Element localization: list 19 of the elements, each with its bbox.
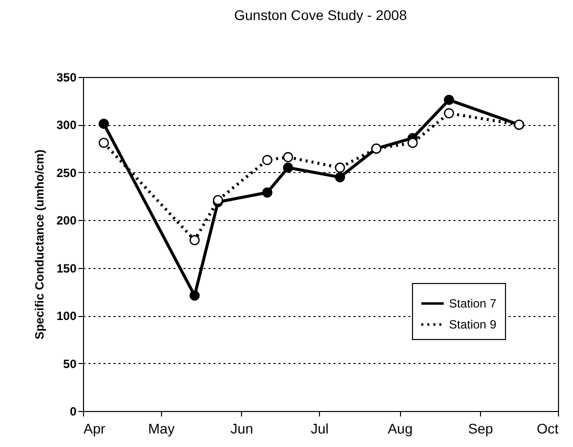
y-tick-label: 50 <box>63 356 77 371</box>
x-tick-label: Jun <box>230 420 254 436</box>
y-tick-label: 100 <box>56 309 77 324</box>
y-axis-title: Specific Conductance (umho/cm) <box>32 149 46 340</box>
y-tick-label: 200 <box>56 214 77 228</box>
x-tick-label: Oct <box>536 420 559 436</box>
y-tick-label: 0 <box>70 404 77 418</box>
y-tick-label: 250 <box>56 166 77 180</box>
x-tick-label: May <box>148 420 175 436</box>
legend-label: Station 7 <box>449 296 497 310</box>
x-tick-label: Apr <box>84 420 106 436</box>
x-tick-label: Jul <box>310 420 329 436</box>
x-tick-label: Aug <box>388 420 413 436</box>
chart-title: Gunston Cove Study - 2008 <box>234 7 408 23</box>
y-tick-label: 350 <box>56 70 77 84</box>
y-tick-label: 300 <box>56 118 77 132</box>
legend-label: Station 9 <box>449 318 497 332</box>
y-tick-label: 150 <box>56 261 77 276</box>
x-tick-label: Sep <box>468 420 494 436</box>
